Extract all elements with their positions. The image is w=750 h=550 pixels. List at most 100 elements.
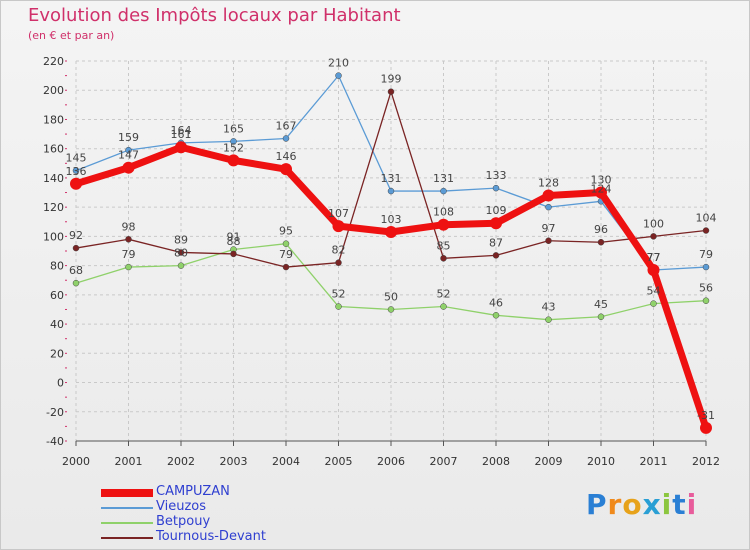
data-point bbox=[440, 255, 447, 262]
data-point bbox=[122, 161, 135, 174]
data-label: 52 bbox=[437, 288, 451, 301]
data-label: 91 bbox=[227, 231, 241, 244]
data-point bbox=[335, 259, 342, 266]
y-tick-label: 40 bbox=[50, 318, 64, 331]
data-point bbox=[492, 184, 500, 192]
data-label: 130 bbox=[591, 174, 612, 187]
data-label: 147 bbox=[118, 149, 139, 162]
data-point bbox=[72, 279, 80, 287]
x-tick-label: 2004 bbox=[272, 455, 300, 468]
data-point bbox=[440, 187, 447, 195]
x-tick-label: 2005 bbox=[325, 455, 353, 468]
x-tick-label: 2009 bbox=[535, 455, 563, 468]
x-tick-label: 2011 bbox=[640, 455, 668, 468]
x-tick-label: 2010 bbox=[587, 455, 615, 468]
data-label: 96 bbox=[594, 223, 608, 236]
legend-label-vieuzos: Vieuzos bbox=[156, 499, 207, 514]
data-label: 164 bbox=[171, 124, 192, 137]
x-tick-label: 2007 bbox=[430, 455, 458, 468]
data-point bbox=[332, 220, 345, 233]
data-point bbox=[650, 233, 657, 240]
data-point bbox=[125, 236, 132, 243]
data-label: 82 bbox=[332, 244, 346, 257]
data-label: 107 bbox=[328, 207, 349, 220]
data-point bbox=[175, 141, 187, 154]
data-point bbox=[545, 203, 552, 211]
data-label: 50 bbox=[384, 290, 398, 303]
y-tick-label: 60 bbox=[50, 289, 64, 302]
data-label: 79 bbox=[122, 248, 136, 261]
data-label: 56 bbox=[699, 282, 713, 295]
legend-label-tournous-devant: Tournous-Devant bbox=[156, 529, 266, 544]
data-point bbox=[492, 252, 500, 259]
data-label: 68 bbox=[69, 264, 83, 277]
y-tick-label: 180 bbox=[43, 113, 64, 126]
data-point bbox=[490, 217, 502, 230]
y-tick-label: 0 bbox=[57, 377, 64, 390]
data-label: 131 bbox=[381, 172, 402, 185]
data-point bbox=[282, 263, 290, 271]
data-point bbox=[492, 312, 500, 319]
data-label: 167 bbox=[276, 119, 297, 132]
data-label: 79 bbox=[699, 248, 713, 261]
y-tick-label: -40 bbox=[46, 435, 64, 448]
data-label: 98 bbox=[122, 220, 136, 233]
data-label: 43 bbox=[542, 301, 556, 314]
data-label: 79 bbox=[279, 248, 293, 261]
data-point bbox=[597, 313, 605, 321]
y-tick-label: 80 bbox=[50, 260, 64, 273]
y-tick-label: 120 bbox=[43, 201, 64, 214]
data-label: 45 bbox=[594, 298, 608, 311]
data-point bbox=[702, 297, 710, 304]
data-point bbox=[282, 135, 290, 142]
data-label: 161 bbox=[171, 128, 192, 141]
data-point bbox=[545, 237, 552, 245]
data-point bbox=[70, 177, 82, 190]
data-label: 109 bbox=[486, 204, 507, 217]
data-point bbox=[177, 249, 185, 256]
data-label: 97 bbox=[542, 222, 556, 235]
data-label: 95 bbox=[279, 225, 293, 238]
logo-letter: i bbox=[686, 488, 698, 521]
data-point bbox=[282, 240, 290, 247]
data-label: 133 bbox=[486, 169, 507, 182]
data-label: 159 bbox=[118, 131, 139, 144]
data-label: 52 bbox=[332, 288, 346, 301]
data-point bbox=[72, 244, 80, 252]
data-label: 54 bbox=[647, 285, 661, 298]
data-point bbox=[387, 306, 395, 313]
data-point bbox=[595, 186, 607, 199]
data-label: 88 bbox=[227, 235, 241, 248]
x-tick-label: 2002 bbox=[167, 455, 195, 468]
data-point bbox=[227, 154, 240, 167]
data-label: 124 bbox=[591, 182, 612, 195]
legend-label-campuzan: CAMPUZAN bbox=[156, 484, 230, 499]
data-label: 128 bbox=[538, 176, 559, 189]
data-label: 85 bbox=[437, 239, 451, 252]
data-label: 165 bbox=[223, 122, 244, 135]
y-tick-label: 160 bbox=[43, 143, 64, 156]
legend-swatch-campuzan bbox=[101, 489, 153, 497]
data-point bbox=[125, 263, 132, 271]
x-tick-label: 2001 bbox=[115, 455, 143, 468]
data-label: 210 bbox=[328, 57, 349, 70]
data-point bbox=[125, 146, 132, 154]
data-point bbox=[542, 189, 555, 202]
data-point bbox=[385, 226, 397, 238]
data-point bbox=[230, 138, 237, 145]
logo-letter: o bbox=[622, 488, 643, 521]
data-label: 87 bbox=[489, 236, 503, 249]
legend-swatch-vieuzos bbox=[101, 507, 153, 509]
data-point bbox=[437, 218, 450, 231]
data-point bbox=[335, 303, 342, 310]
data-label: 108 bbox=[433, 206, 454, 219]
logo-letter: t bbox=[672, 488, 687, 521]
data-point bbox=[440, 303, 447, 310]
legend-swatch-betpouy bbox=[101, 522, 153, 524]
chart-title: Evolution des Impôts locaux par Habitant bbox=[28, 5, 401, 26]
legend-label-betpouy: Betpouy bbox=[156, 514, 211, 529]
data-label: 46 bbox=[489, 296, 503, 309]
data-label: 80 bbox=[174, 247, 188, 260]
